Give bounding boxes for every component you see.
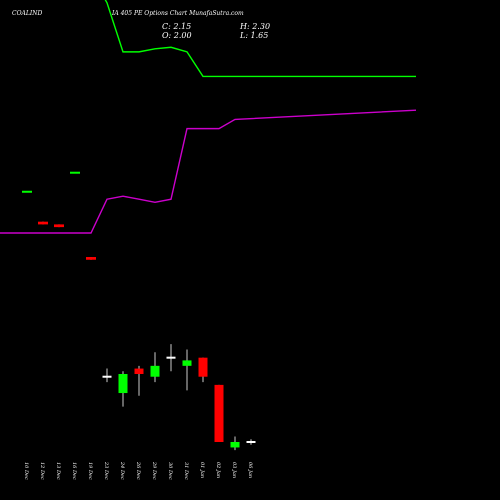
candle-body [22, 190, 32, 193]
candle-body [54, 224, 64, 228]
candle-body [230, 442, 240, 448]
candle-body [134, 368, 144, 374]
candle-body [182, 360, 192, 366]
candle-body [86, 257, 96, 260]
high-value: H: 2.30 [240, 22, 271, 31]
chart-symbol: COALIND [12, 10, 43, 17]
x-tick-label: 03 Jan [231, 462, 237, 478]
open-value: O: 2.00 [162, 31, 192, 40]
candle-body [102, 375, 112, 378]
x-tick-label: 06 Jan [247, 462, 253, 478]
chart-title: IA 405 PE Options Chart MunafaSutra.com [112, 10, 244, 17]
x-tick-label: 26 Dec [135, 461, 141, 480]
lower-band-line [0, 109, 417, 234]
x-tick-label: 31 Dec [183, 462, 189, 480]
x-tick-label: 13 Dec [55, 462, 61, 480]
x-tick-label: 02 Jan [215, 462, 221, 478]
x-tick-label: 29 Dec [151, 461, 157, 480]
candle-body [70, 171, 80, 174]
x-tick-label: 23 Dec [103, 461, 109, 480]
low-value: L: 1.65 [240, 31, 269, 40]
upper-band-line [104, 0, 416, 78]
x-tick-label: 24 Dec [119, 461, 125, 480]
candle-body [246, 441, 256, 443]
candle-body [214, 384, 224, 442]
x-tick-label: 30 Dec [167, 462, 173, 480]
candle-body [150, 365, 160, 377]
candle-body [198, 357, 208, 377]
candle-body [38, 221, 48, 225]
x-tick-label: 01 Jan [199, 462, 205, 478]
x-tick-label: 16 Dec [71, 462, 77, 480]
x-tick-label: 19 Dec [87, 462, 93, 480]
x-tick-label: 12 Dec [39, 462, 45, 480]
x-tick-label: 10 Dec [23, 462, 29, 480]
candle-body [166, 356, 176, 359]
close-value: C: 2.15 [162, 22, 192, 31]
candle-body [118, 374, 128, 394]
